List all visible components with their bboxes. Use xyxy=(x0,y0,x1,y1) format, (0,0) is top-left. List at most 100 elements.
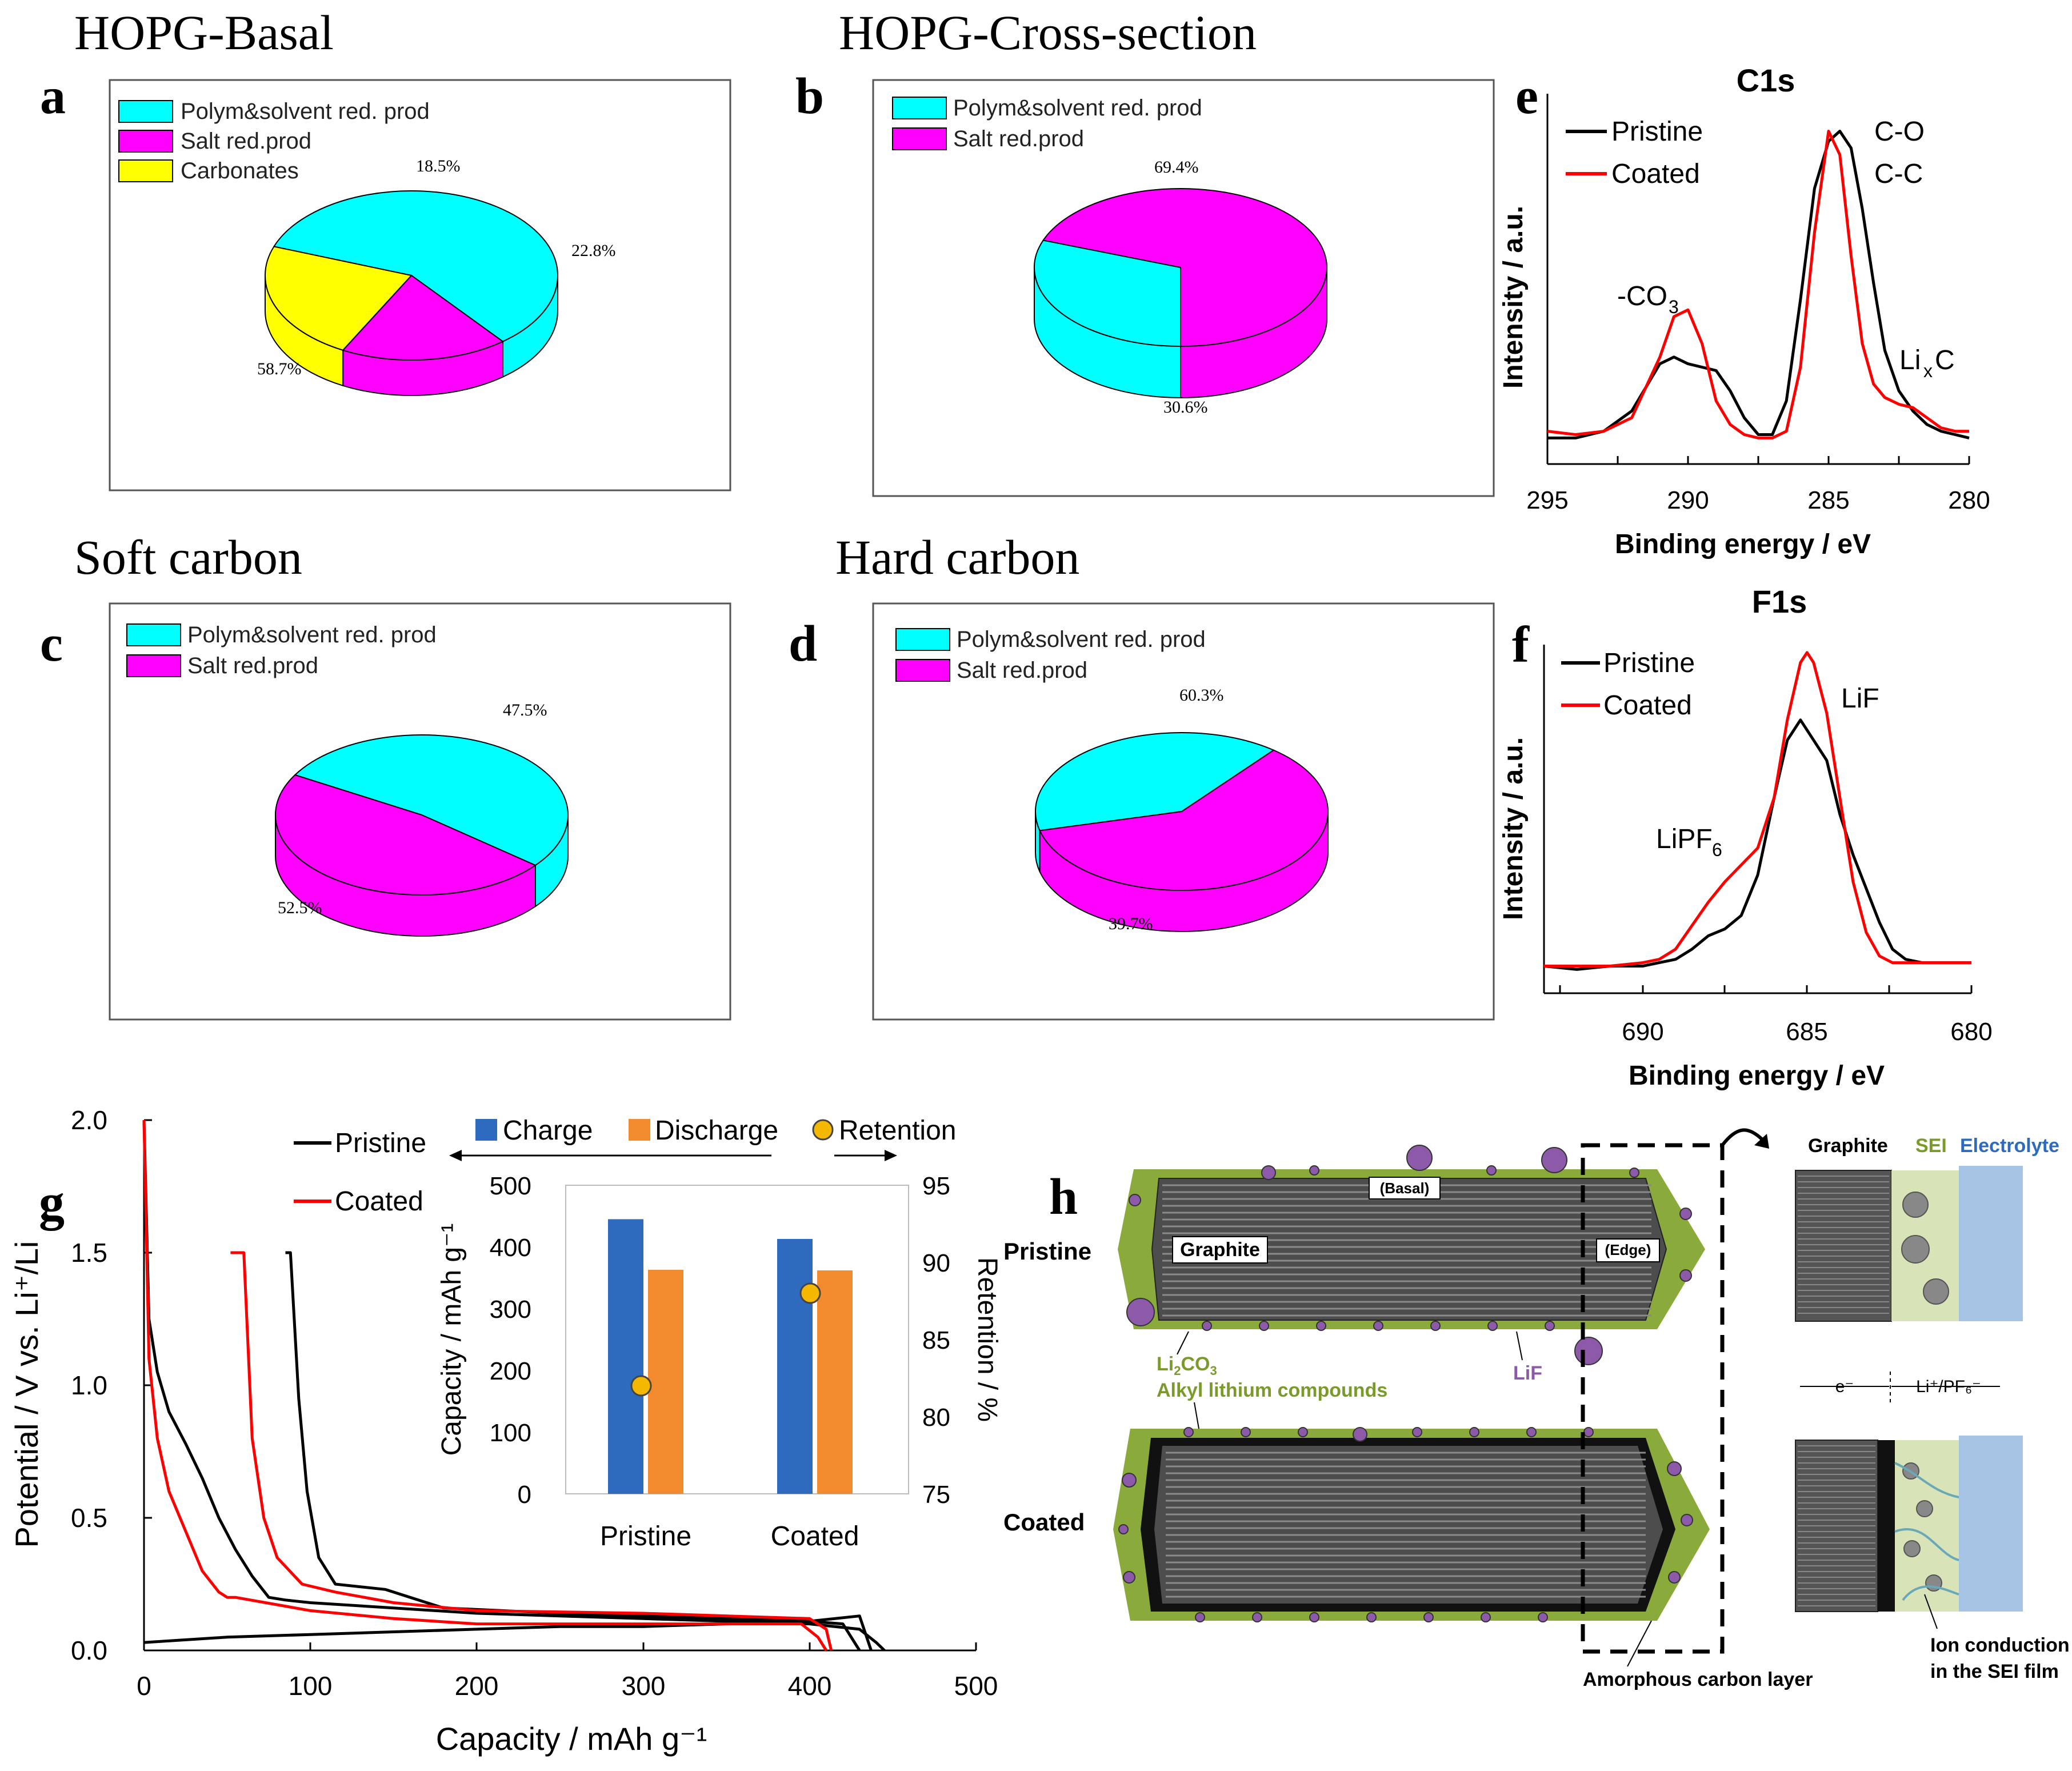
panel-f-plot xyxy=(1543,651,1971,971)
panel-h-label: h xyxy=(1049,1169,1078,1225)
annotation-lixc-li: Li xyxy=(1899,345,1921,375)
label-li2co3-co: CO xyxy=(1181,1353,1210,1375)
pointer-alkyl xyxy=(1194,1402,1199,1429)
retention-marker-1 xyxy=(799,1282,821,1304)
panel-g-ylabel: Potential / V vs. Li⁺/Li xyxy=(9,1241,45,1548)
pie-c-chart xyxy=(275,734,569,937)
lif-particle xyxy=(1261,1165,1276,1180)
detail-graphite-layers-bottom xyxy=(1798,1445,1875,1606)
panel-d: Hard carbon d Polym&solvent red. prod Sa… xyxy=(789,530,1495,1021)
inset-xtick-label: Pristine xyxy=(600,1521,691,1552)
label-box-graphite xyxy=(1172,1236,1268,1264)
zoom-arrow xyxy=(1721,1128,1765,1146)
lif-particle xyxy=(1118,1524,1129,1534)
panel-g-xtick-label: 0 xyxy=(137,1671,151,1701)
panel-d-title: Hard carbon xyxy=(835,530,1079,585)
inset-plot-frame xyxy=(565,1185,909,1494)
legend-label-discharge: Discharge xyxy=(655,1116,778,1146)
sei-grain xyxy=(1901,1235,1930,1264)
pie-a-value-label-0: 58.7% xyxy=(257,359,302,378)
pie-b-chart xyxy=(1034,188,1327,399)
label-basal: (Basal) xyxy=(1380,1180,1430,1197)
legend-label-salt: Salt red.prod xyxy=(187,653,318,678)
panel-f-tick-label: 685 xyxy=(1786,1018,1827,1046)
lif-particle xyxy=(1259,1321,1269,1331)
panel-e-xlabel: Binding energy / eV xyxy=(1615,529,1871,559)
lif-particle xyxy=(1486,1165,1497,1176)
detail-electrolyte-top xyxy=(1959,1166,2023,1321)
lif-particle xyxy=(1129,1194,1141,1206)
sei-grain xyxy=(1903,1540,1921,1557)
inset-ylabel: Capacity / mAh g⁻¹ xyxy=(437,1224,467,1456)
pie-slice-0 xyxy=(273,190,558,342)
pie-slice-0 xyxy=(1035,731,1275,831)
panel-e-tick-label: 285 xyxy=(1807,486,1849,514)
pointer-amorphous xyxy=(1627,1620,1652,1667)
legend-label-salt: Salt red.prod xyxy=(181,129,311,154)
lif-particle xyxy=(1629,1168,1639,1178)
col-sei: SEI xyxy=(1915,1135,1947,1157)
legend-swatch-discharge xyxy=(629,1119,650,1141)
inset-y2label: Retention / % xyxy=(972,1257,1002,1422)
legend-swatch-poly xyxy=(118,100,173,123)
label-edge: (Edge) xyxy=(1605,1241,1651,1258)
panel-e-tick-label: 280 xyxy=(1948,486,1990,514)
pie-b-value-label-0: 30.6% xyxy=(1163,398,1208,417)
lif-particle xyxy=(1412,1427,1422,1437)
lif-particle xyxy=(1679,1208,1692,1220)
panel-g: g 0 100 200 300 400 500 0.0 0.5 1.0 1.5 … xyxy=(9,1105,1002,1757)
annotation-lixc-x: x xyxy=(1923,361,1933,381)
lif-particle xyxy=(1667,1461,1682,1476)
legend-swatch-poly xyxy=(895,628,950,651)
label-box-edge xyxy=(1596,1238,1660,1262)
panel-b-title: HOPG-Cross-section xyxy=(839,5,1257,60)
pie-slice-0 xyxy=(294,734,569,866)
lif-particle xyxy=(1481,1612,1491,1622)
lif-particle xyxy=(1202,1321,1212,1331)
pointer-li2co3 xyxy=(1177,1331,1189,1355)
series-line-3 xyxy=(142,1120,828,1652)
inset-bars xyxy=(608,1219,853,1494)
pointer-lif xyxy=(1516,1331,1523,1361)
inset-xtick-label: Coated xyxy=(771,1521,859,1552)
graphite-coated xyxy=(1154,1446,1663,1604)
lif-particle xyxy=(1574,1337,1603,1365)
panel-g-xlabel: Capacity / mAh g⁻¹ xyxy=(436,1721,707,1757)
lif-particle xyxy=(1668,1571,1681,1584)
annotation-lixc-c: C xyxy=(1935,345,1955,375)
panel-h: h Pristine Coated (Basal) Graphite (Edge… xyxy=(1003,1128,2072,1690)
bar-discharge-1 xyxy=(817,1270,853,1494)
inset-y2tick-label: 95 xyxy=(922,1172,950,1200)
panel-e-label: e xyxy=(1515,68,1538,125)
lif-particle xyxy=(1423,1612,1434,1622)
panel-g-inset: Charge Discharge Retention 0 100 200 300… xyxy=(437,1116,1002,1552)
legend-swatch-charge xyxy=(475,1119,497,1141)
graphite-layers-coated xyxy=(1166,1452,1646,1598)
panel-g-ytick-label: 0.5 xyxy=(71,1503,107,1533)
panel-e-tick-label: 295 xyxy=(1526,486,1568,514)
col-graphite: Graphite xyxy=(1808,1135,1888,1157)
panel-a-label: a xyxy=(40,68,66,125)
label-ion-path-1: Ion conduction path xyxy=(1930,1634,2072,1656)
annotation-c-o: C-O xyxy=(1874,117,1925,147)
lif-particle xyxy=(1679,1269,1692,1282)
detail-graphite-layers-top xyxy=(1798,1176,1889,1314)
panel-g-ytick-label: 1.5 xyxy=(71,1238,107,1268)
lif-particle xyxy=(1316,1321,1326,1331)
panel-f-x-ticks xyxy=(1559,985,1973,993)
sei-grain xyxy=(1916,1500,1933,1517)
lif-particle xyxy=(1373,1321,1383,1331)
lif-particle xyxy=(1681,1514,1693,1526)
panel-a-frame xyxy=(109,79,731,491)
ion-path xyxy=(1894,1462,1959,1601)
inset-y2tick-label: 75 xyxy=(922,1481,950,1509)
panel-c: Soft carbon c Polym&solvent red. prod Sa… xyxy=(40,530,731,1021)
series-line-1 xyxy=(1547,130,1969,439)
series-line-2 xyxy=(285,1251,861,1652)
pie-d-value-label-0: 39.7% xyxy=(1109,914,1153,933)
pie-a-chart xyxy=(265,190,558,396)
panel-f-xlabel: Binding energy / eV xyxy=(1629,1061,1885,1091)
legend-label-poly: Polym&solvent red. prod xyxy=(957,627,1206,652)
pie-c-value-label-1: 47.5% xyxy=(503,701,547,719)
